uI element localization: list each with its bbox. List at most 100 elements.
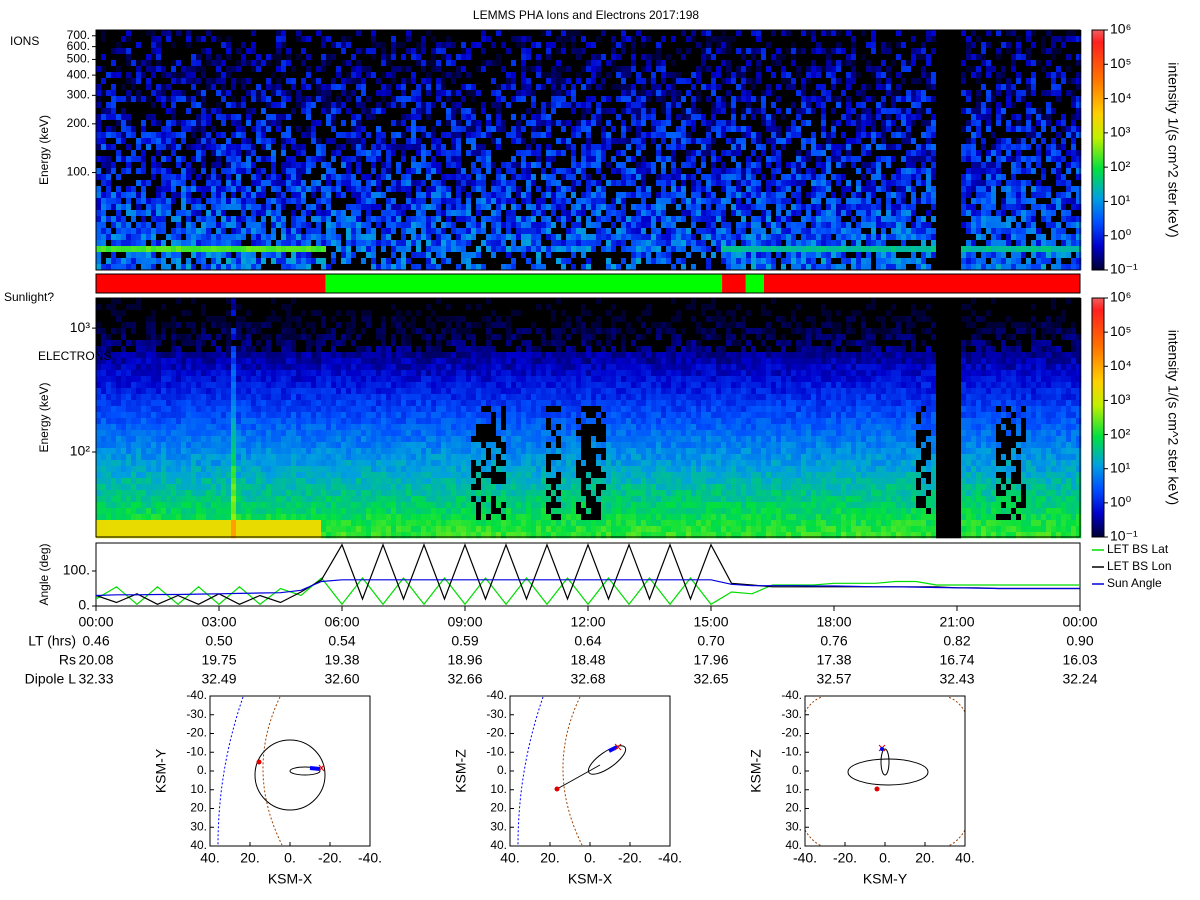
- spectrogram-cell: [716, 42, 722, 49]
- spectrogram-cell: [196, 90, 202, 97]
- spectrogram-cell: [476, 126, 482, 133]
- spectrogram-cell: [401, 174, 407, 181]
- spectrogram-cell: [196, 162, 202, 169]
- spectrogram-cell: [101, 126, 107, 133]
- spectrogram-cell: [426, 78, 432, 85]
- spectrogram-cell: [661, 156, 667, 163]
- spectrogram-cell: [236, 54, 242, 61]
- spectrogram-cell: [681, 204, 687, 211]
- spectrogram-cell: [376, 186, 382, 193]
- spectrogram-cell: [571, 78, 577, 85]
- spectrogram-cell: [496, 60, 502, 67]
- spectrogram-cell: [191, 48, 197, 55]
- spectrogram-cell: [556, 150, 562, 157]
- spectrogram-cell: [701, 144, 707, 151]
- spectrogram-cell: [526, 264, 532, 271]
- spectrogram-cell: [561, 150, 567, 157]
- spectrogram-cell: [281, 60, 287, 67]
- spectrogram-cell: [426, 36, 432, 43]
- spectrogram-cell: [636, 120, 642, 127]
- spectrogram-cell: [516, 264, 522, 271]
- spectrogram-cell: [146, 192, 152, 199]
- spectrogram-cell: [116, 246, 122, 253]
- spectrogram-cell: [176, 54, 182, 61]
- spectrogram-cell: [366, 240, 372, 247]
- spectrogram-cell: [461, 162, 467, 169]
- spectrogram-cell: [441, 162, 447, 169]
- spectrogram-cell: [551, 204, 557, 211]
- spectrogram-cell: [401, 204, 407, 211]
- spectrogram-cell: [646, 114, 652, 121]
- spectrogram-cell: [626, 54, 632, 61]
- spectrogram-cell: [221, 246, 227, 253]
- spectrogram-cell: [586, 54, 592, 61]
- spectrogram-cell: [146, 108, 152, 115]
- spectrogram-cell: [576, 84, 582, 91]
- spectrogram-cell: [336, 30, 342, 37]
- spectrogram-cell: [111, 102, 117, 109]
- spectrogram-cell: [241, 48, 247, 55]
- spectrogram-cell: [481, 72, 487, 79]
- spectrogram-cell: [106, 30, 112, 37]
- spectrogram-cell: [421, 216, 427, 223]
- spectrogram-cell: [541, 120, 547, 127]
- spectrogram-cell: [316, 222, 322, 229]
- spectrogram-cell: [661, 186, 667, 193]
- spectrogram-cell: [386, 192, 392, 199]
- spectrogram-cell: [601, 264, 607, 271]
- spectrogram-cell: [176, 264, 182, 271]
- spectrogram-cell: [571, 144, 577, 151]
- spectrogram-cell: [146, 234, 152, 241]
- spectrogram-cell: [96, 102, 102, 109]
- spectrogram-cell: [706, 138, 712, 145]
- spectrogram-cell: [401, 228, 407, 235]
- spectrogram-cell: [616, 126, 622, 133]
- spectrogram-cell: [536, 42, 542, 49]
- spectrogram-cell: [391, 102, 397, 109]
- spectrogram-cell: [376, 246, 382, 253]
- spectrogram-cell: [406, 54, 412, 61]
- spectrogram-cell: [356, 108, 362, 115]
- spectrogram-cell: [101, 222, 107, 229]
- spectrogram-cell: [626, 102, 632, 109]
- spectrogram-cell: [396, 258, 402, 265]
- spectrogram-cell: [566, 42, 572, 49]
- spectrogram-cell: [201, 90, 207, 97]
- spectrogram-cell: [176, 132, 182, 139]
- spectrogram-cell: [306, 90, 312, 97]
- spectrogram-cell: [246, 102, 252, 109]
- spectrogram-cell: [291, 78, 297, 85]
- spectrogram-cell: [646, 108, 652, 115]
- spectrogram-cell: [151, 108, 157, 115]
- spectrogram-cell: [581, 132, 587, 139]
- spectrogram-cell: [136, 168, 142, 175]
- spectrogram-cell: [341, 156, 347, 163]
- spectrogram-cell: [631, 168, 637, 175]
- spectrogram-cell: [521, 246, 527, 253]
- spectrogram-cell: [531, 234, 537, 241]
- spectrogram-cell: [666, 198, 672, 205]
- spectrogram-cell: [541, 186, 547, 193]
- spectrogram-cell: [456, 132, 462, 139]
- spectrogram-cell: [136, 180, 142, 187]
- spectrogram-cell: [581, 60, 587, 67]
- spectrogram-cell: [626, 36, 632, 43]
- spectrogram-cell: [216, 168, 222, 175]
- spectrogram-cell: [116, 66, 122, 73]
- spectrogram-cell: [646, 222, 652, 229]
- spectrogram-cell: [286, 30, 292, 37]
- spectrogram-cell: [546, 60, 552, 67]
- spectrogram-cell: [291, 96, 297, 103]
- spectrogram-cell: [151, 252, 157, 259]
- spectrogram-cell: [426, 48, 432, 55]
- spectrogram-cell: [541, 180, 547, 187]
- spectrogram-cell: [696, 246, 702, 253]
- spectrogram-cell: [201, 240, 207, 247]
- spectrogram-cell: [376, 114, 382, 121]
- spectrogram-cell: [116, 180, 122, 187]
- spectrogram-cell: [626, 258, 632, 265]
- spectrogram-cell: [431, 258, 437, 265]
- spectrogram-cell: [551, 42, 557, 49]
- spectrogram-cell: [471, 234, 477, 241]
- spectrogram-cell: [581, 156, 587, 163]
